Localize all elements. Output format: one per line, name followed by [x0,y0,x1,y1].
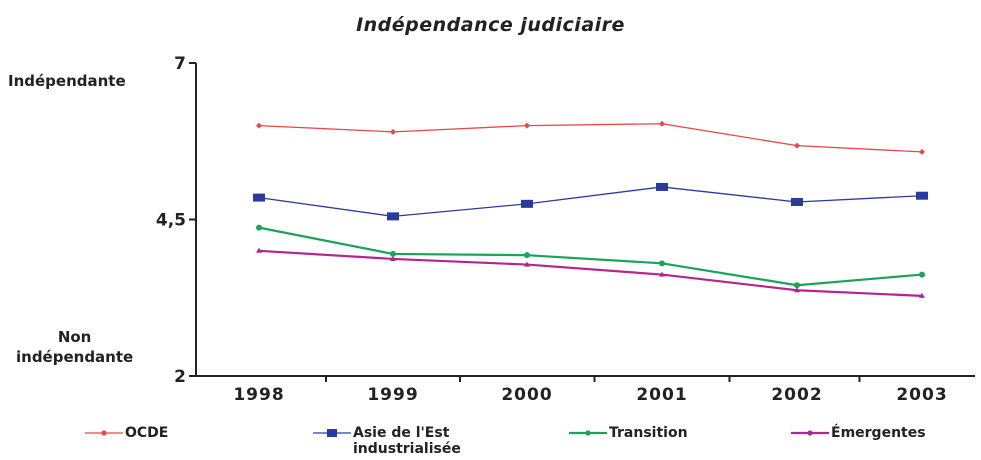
series-line-ocde [258,123,923,153]
data-point-ocde [919,148,925,155]
data-point-emergentes [390,255,396,261]
data-point-emergentes [524,261,530,267]
data-point-asie-de-l-est [791,197,803,206]
y-top-label: Indépendante [8,72,126,90]
data-point-emergentes [919,292,925,298]
data-point-transition [919,271,925,278]
y-bottom-label: Non indépendante [16,328,134,366]
legend-swatch [313,429,351,437]
data-point-ocde [794,142,800,149]
x-tick-label: 2001 [636,385,687,405]
data-point-emergentes [256,247,262,253]
legend-item: OCDE [85,425,168,441]
x-tick-label: 2002 [771,385,822,405]
data-point-asie-de-l-est [253,193,265,202]
legend-label: Émergentes [831,425,926,441]
legend-item: Transition [569,425,688,441]
legend-swatch [85,430,123,436]
x-tick-label: 2003 [896,385,947,405]
data-point-emergentes [659,271,665,277]
data-point-asie-de-l-est [521,199,533,208]
legend: OCDE Asie de l'Est industrialisée Transiti… [0,425,981,460]
data-point-ocde [390,128,396,135]
data-point-asie-de-l-est [916,191,928,200]
x-tick-label: 2000 [501,385,552,405]
data-point-asie-de-l-est [656,182,668,191]
data-point-transition [659,260,665,267]
series-line-transition [258,226,923,287]
legend-item: Émergentes [791,425,926,441]
data-point-ocde [524,122,530,129]
data-point-transition [524,252,530,259]
legend-label: Transition [609,425,688,441]
series-line-emergentes [258,249,923,297]
data-point-ocde [659,120,665,127]
data-point-transition [794,282,800,289]
data-point-transition [390,250,396,257]
data-point-transition [256,224,262,231]
x-tick-label: 1999 [367,385,418,405]
y-tick-label: 4,5 [156,211,186,231]
legend-swatch [569,430,607,436]
legend-swatch [791,430,829,436]
series-line-asie-de-l-est [258,186,923,218]
legend-label: OCDE [125,425,169,441]
data-point-ocde [256,122,262,129]
y-tick-label: 2 [174,367,186,387]
chart-title: Indépendance judiciaire [356,14,625,36]
line-chart: 2 4,5 7 1998 1999 2000 2001 2002 2003 [156,54,975,405]
data-point-emergentes [794,287,800,293]
y-tick-label: 7 [174,54,186,74]
legend-label: Asie de l'Est industrialisée [353,425,461,457]
data-point-asie-de-l-est [387,212,399,221]
x-tick-label: 1998 [233,385,284,405]
legend-item: Asie de l'Est industrialisée [313,425,461,457]
